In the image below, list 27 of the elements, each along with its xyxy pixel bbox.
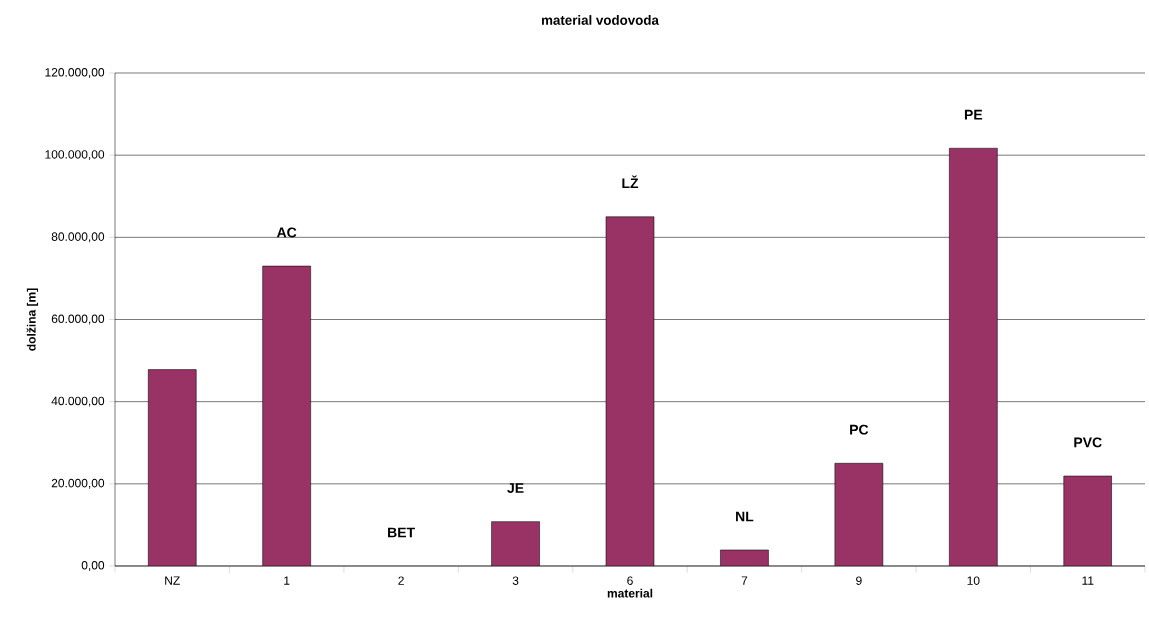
annotation: BET	[388, 527, 415, 538]
y-tick-label: 40.000,00	[51, 396, 105, 407]
annotation: JE	[507, 483, 524, 493]
annotation: LŽ	[622, 175, 639, 189]
x-tick-label: 6	[627, 576, 633, 585]
y-tick-label: 100.000,00	[45, 150, 105, 161]
annotation: PVC	[1074, 437, 1102, 448]
y-tick-label: 0,00	[81, 561, 105, 571]
x-tick-label: 1	[284, 576, 290, 585]
y-tick-label: 20.000,00	[51, 478, 105, 489]
annotation: PE	[964, 109, 983, 120]
annotation: PC	[850, 424, 869, 435]
annotation: AC	[276, 227, 297, 238]
x-tick-label: 2	[398, 576, 404, 585]
chart-title: material vodovoda	[541, 15, 659, 25]
y-tick-label: 60.000,00	[51, 314, 105, 325]
x-tick-label: 11	[1082, 576, 1094, 585]
x-tick-label: 3	[512, 576, 519, 585]
x-tick-label: NZ	[165, 576, 180, 585]
x-tick-label: 10	[967, 576, 980, 585]
x-axis-title: material	[607, 588, 653, 598]
y-axis-title: dolžina [m]	[26, 288, 39, 351]
x-tick-label: 7	[741, 576, 748, 585]
x-tick-label: 9	[856, 576, 862, 585]
annotation: NL	[736, 511, 754, 522]
y-tick-label: 120.000,00	[45, 68, 105, 78]
y-tick-label: 80.000,00	[51, 232, 105, 243]
